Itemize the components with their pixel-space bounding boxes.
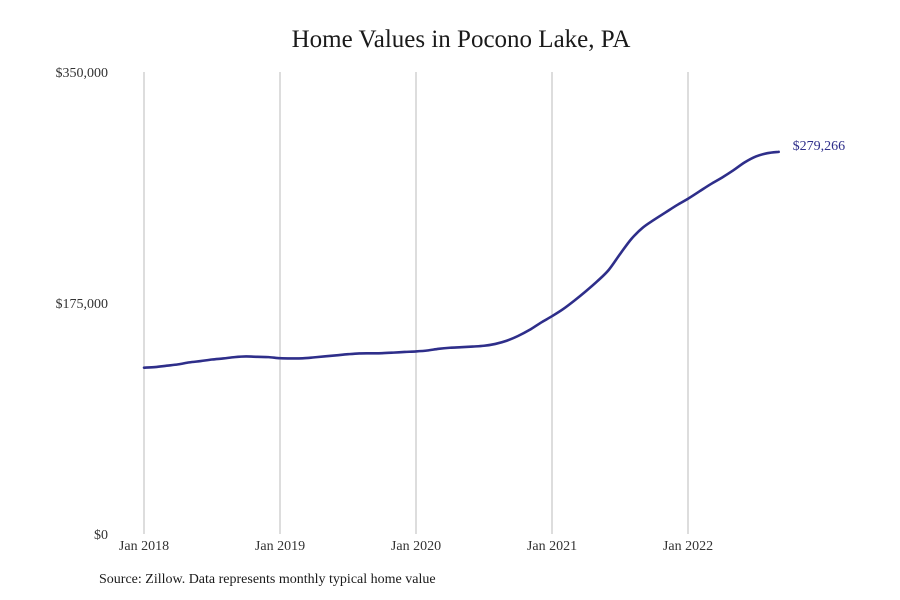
end-value-label: $279,266: [793, 139, 846, 154]
series-line-0: [142, 150, 780, 369]
x-axis-ticks: Jan 2018 Jan 2019 Jan 2020 Jan 2021 Jan 2022: [119, 539, 713, 554]
x-tick-label-2021-01: Jan 2021: [527, 539, 577, 554]
grid-lines: [143, 72, 689, 534]
y-tick-label-0: $0: [94, 528, 108, 543]
x-tick-label-2019-01: Jan 2019: [255, 539, 305, 554]
y-tick-label-350000: $350,000: [56, 66, 109, 81]
x-tick-label-2022-01: Jan 2022: [663, 539, 713, 554]
chart-source-note: Source: Zillow. Data represents monthly …: [99, 572, 436, 587]
y-tick-label-175000: $175,000: [56, 297, 109, 312]
end-label-layer: $279,266: [793, 139, 846, 154]
y-axis-ticks: $0 $175,000 $350,000: [56, 66, 109, 543]
x-tick-label-2018-01: Jan 2018: [119, 539, 169, 554]
chart-title: Home Values in Pocono Lake, PA: [291, 26, 631, 53]
series-layer: [142, 150, 780, 369]
x-tick-label-2020-01: Jan 2020: [391, 539, 441, 554]
